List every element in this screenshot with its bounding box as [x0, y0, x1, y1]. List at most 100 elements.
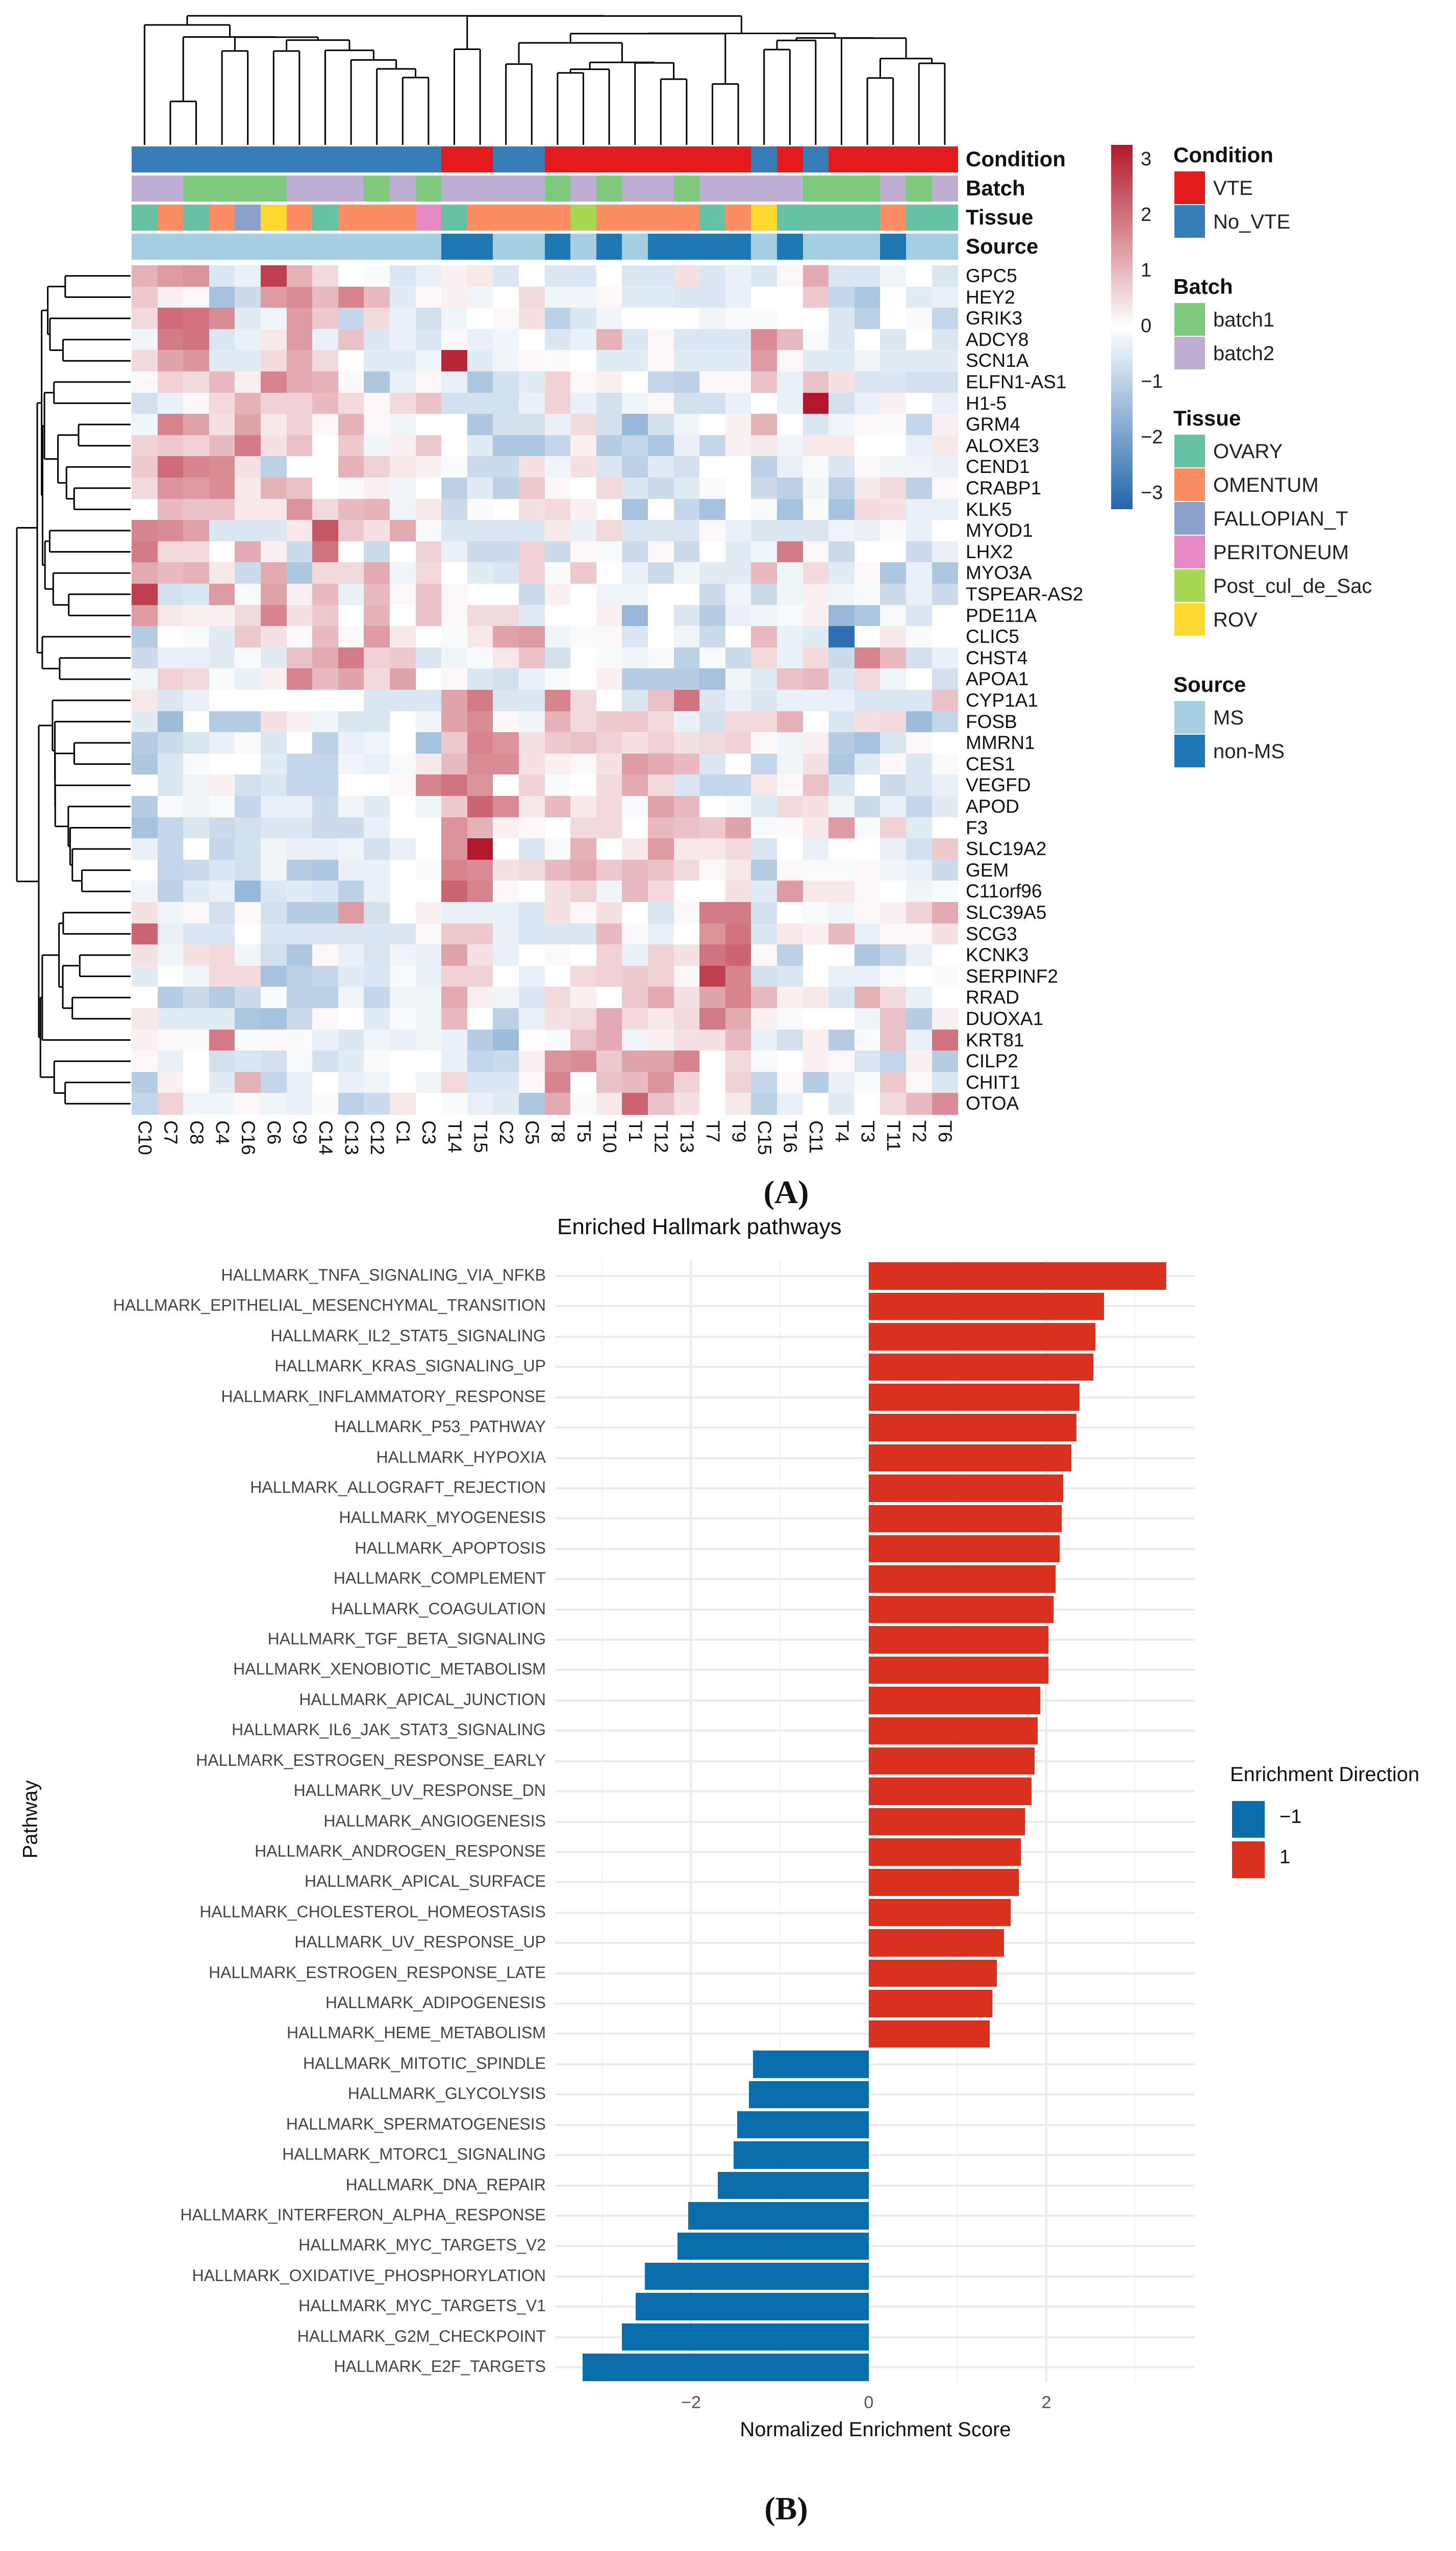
tissue-annotation-cell	[906, 205, 933, 231]
heatmap-cell	[235, 541, 261, 563]
bar	[688, 2202, 869, 2230]
tissue-annotation-cell	[725, 205, 751, 231]
heatmap-cell	[906, 584, 933, 606]
sample-label: C14	[315, 1120, 336, 1155]
heatmap-cell	[751, 478, 777, 499]
heatmap-cell	[699, 987, 726, 1009]
sample-label: C16	[237, 1120, 259, 1155]
heatmap-cell	[544, 478, 571, 499]
source-annotation-cell	[209, 234, 235, 260]
heatmap-cell	[699, 520, 726, 542]
heatmap-cell	[441, 902, 468, 924]
heatmap-cell	[467, 690, 493, 712]
heatmap-cell	[673, 350, 700, 372]
legend-swatch	[1174, 603, 1205, 636]
heatmap-cell	[544, 626, 571, 648]
heatmap-cell	[854, 817, 881, 839]
sample-label: T16	[780, 1120, 801, 1153]
condition-annotation-cell	[829, 146, 855, 172]
heatmap-cell	[570, 711, 597, 733]
heatmap-cell	[364, 881, 390, 903]
heatmap-cell	[802, 498, 829, 520]
heatmap-cell	[673, 902, 700, 924]
legend-item-label: non-MS	[1213, 740, 1285, 763]
pathway-label: HALLMARK_KRAS_SIGNALING_UP	[274, 1357, 546, 1375]
heatmap-cell	[829, 350, 855, 372]
tissue-annotation-cell	[544, 205, 571, 231]
heatmap-cell	[519, 690, 545, 712]
heatmap-cell	[699, 329, 726, 351]
heatmap-cell	[880, 690, 907, 712]
heatmap-cell	[906, 605, 933, 627]
heatmap-cell	[157, 817, 184, 839]
heatmap-cell	[364, 987, 390, 1009]
heatmap-cell	[132, 435, 158, 457]
legend-swatch	[1174, 701, 1205, 734]
bar	[868, 1474, 1064, 1502]
heatmap-cell	[493, 286, 519, 308]
heatmap-cell	[132, 817, 158, 839]
heatmap-cell	[493, 1093, 519, 1115]
heatmap-cell	[777, 498, 804, 520]
heatmap-cell	[132, 562, 158, 584]
heatmap-cell	[493, 1071, 519, 1093]
heatmap-cell	[261, 668, 287, 690]
heatmap-cell	[209, 435, 235, 457]
heatmap-cell	[364, 902, 390, 924]
heatmap-cell	[132, 1093, 158, 1115]
condition-annotation-cell	[622, 146, 648, 172]
heatmap-cell	[544, 1008, 571, 1030]
heatmap-cell	[157, 944, 184, 966]
gene-label: F3	[966, 817, 988, 838]
heatmap-cell	[880, 838, 907, 860]
heatmap-cell	[802, 753, 829, 775]
heatmap-cell	[209, 478, 235, 499]
batch-annotation-cell	[802, 176, 829, 202]
sample-label: T10	[599, 1120, 620, 1153]
heatmap-cell	[441, 965, 468, 987]
heatmap-cell	[157, 796, 184, 818]
heatmap-cell	[209, 562, 235, 584]
heatmap-cell	[183, 859, 210, 881]
heatmap-cell	[235, 478, 261, 499]
gene-label: KLK5	[966, 498, 1012, 520]
heatmap-cell	[519, 987, 545, 1009]
heatmap-cell	[390, 732, 416, 754]
gene-label: GRM4	[966, 414, 1020, 435]
heatmap-cell	[854, 965, 881, 987]
heatmap-cell	[777, 796, 804, 818]
heatmap-cell	[312, 774, 339, 796]
heatmap-cell	[777, 371, 804, 393]
heatmap-cell	[906, 965, 933, 987]
heatmap-cell	[441, 1071, 468, 1093]
heatmap-cell	[777, 329, 804, 351]
heatmap-cell	[338, 1093, 364, 1115]
heatmap-cell	[209, 498, 235, 520]
heatmap-cell	[854, 838, 881, 860]
heatmap-cell	[932, 520, 958, 542]
heatmap-cell	[906, 498, 933, 520]
heatmap-cell	[312, 1071, 339, 1093]
heatmap-cell	[622, 668, 648, 690]
heatmap-cell	[312, 350, 339, 372]
legend-label-negative: −1	[1279, 1806, 1302, 1828]
heatmap-cell	[829, 286, 855, 308]
heatmap-cell	[132, 647, 158, 669]
heatmap-cell	[596, 308, 622, 330]
heatmap-cell	[725, 859, 751, 881]
pathway-label: HALLMARK_APICAL_JUNCTION	[299, 1690, 546, 1709]
heatmap-cell	[467, 1008, 493, 1030]
heatmap-cell	[570, 584, 597, 606]
heatmap-cell	[751, 435, 777, 457]
legend-item-label: OVARY	[1213, 440, 1283, 463]
heatmap-cell	[699, 371, 726, 393]
heatmap-cell	[777, 817, 804, 839]
heatmap-cell	[312, 1051, 339, 1072]
heatmap-cell	[725, 371, 751, 393]
condition-annotation-cell	[854, 146, 881, 172]
heatmap-cell	[829, 520, 855, 542]
heatmap-cell	[725, 308, 751, 330]
condition-annotation-cell	[880, 146, 907, 172]
heatmap-cell	[544, 902, 571, 924]
heatmap-cell	[906, 541, 933, 563]
